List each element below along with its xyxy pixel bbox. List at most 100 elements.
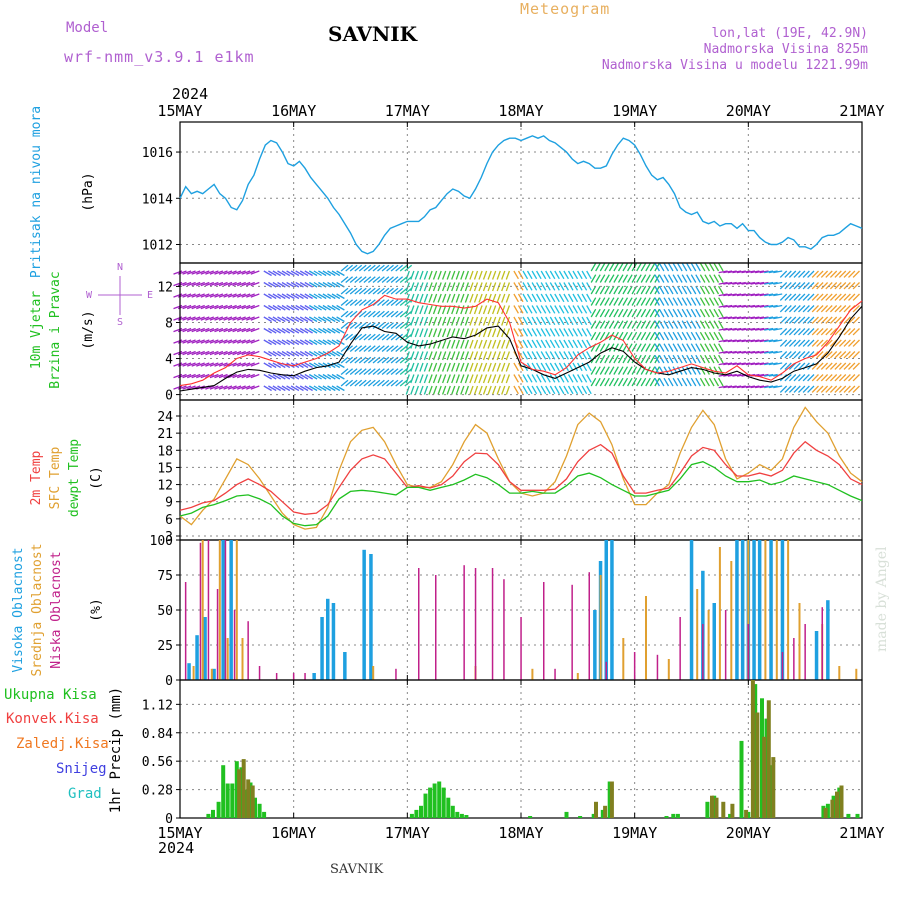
wind-arrow (268, 304, 277, 311)
wind-arrow (590, 274, 597, 283)
wind-arrow (399, 310, 408, 318)
wind-arrow (848, 282, 856, 290)
y-tick-label: 25 (157, 639, 173, 654)
wind-arrow (672, 354, 679, 364)
wind-arrow (386, 368, 394, 375)
wind-arrow (318, 304, 327, 311)
wind-arrow (186, 327, 196, 333)
wind-arrow (469, 282, 474, 292)
wind-arrow (723, 350, 733, 354)
wind-arrow (386, 333, 394, 341)
wind-arrow (686, 308, 692, 318)
wind-arrow (759, 304, 769, 308)
wind-arrow (419, 316, 424, 326)
wind-arrow (581, 374, 588, 383)
wind-arrow (843, 293, 851, 301)
wind-arrow (218, 270, 228, 275)
wind-arrow (788, 362, 797, 370)
wind-arrow (754, 339, 765, 343)
wind-arrow (784, 270, 792, 278)
wind-arrow (354, 379, 363, 387)
wind-arrow (784, 339, 792, 347)
precip-bar (766, 700, 771, 818)
cloud-bar-low (793, 638, 795, 680)
wind-arrow (469, 385, 474, 395)
cloud-bar-high (212, 668, 216, 680)
wind-arrow (764, 281, 774, 285)
wind-arrow (549, 339, 556, 349)
wind-arrow (263, 304, 272, 311)
wind-arrow (290, 293, 300, 300)
precip-bar (714, 797, 719, 818)
wind-arrow (464, 362, 470, 372)
wind-arrow (736, 281, 746, 285)
precip-bar (603, 805, 608, 818)
wind-arrow (246, 316, 255, 321)
wind-arrow (572, 270, 579, 280)
wind-arrow (784, 316, 792, 324)
wind-arrow (196, 362, 205, 367)
wind-arrow (345, 287, 354, 295)
wind-arrow (825, 374, 833, 382)
wind-arrow (464, 385, 470, 395)
wind-arrow (414, 374, 420, 384)
cloud-bar-high (221, 540, 225, 680)
wind-arrow (759, 270, 769, 274)
cloud-bar-low (781, 652, 784, 680)
wind-arrow (501, 351, 506, 361)
cloud-bar-high (826, 600, 830, 680)
wind-arrow (558, 316, 565, 326)
cloud-bar-high (604, 540, 608, 680)
wind-arrow (759, 316, 769, 320)
wind-arrow (764, 385, 774, 389)
wind-arrow (750, 293, 760, 297)
wind-arrow (496, 316, 501, 326)
cloud-bar-high (757, 540, 762, 680)
precip-bar (837, 787, 842, 818)
wind-arrow (478, 385, 483, 395)
wind-arrow (223, 270, 233, 275)
wind-arrow (820, 293, 829, 301)
wind-arrow (617, 320, 624, 329)
wind-arrow (599, 354, 606, 364)
cloud-bar-low (554, 668, 556, 680)
wind-arrow (451, 351, 456, 361)
wind-arrow (381, 356, 390, 364)
wind-arrow (627, 297, 633, 306)
wind-arrow (196, 281, 205, 287)
wind-arrow (331, 339, 341, 346)
precip-bar (607, 781, 612, 818)
wind-arrow (567, 374, 574, 383)
wind-arrow (750, 385, 760, 389)
wind-arrow (617, 297, 624, 306)
wind-arrow (191, 270, 201, 275)
wind-arrow (536, 305, 542, 314)
wind-arrow (718, 262, 724, 272)
wind-arrow (209, 362, 219, 367)
wind-arrow (677, 354, 683, 364)
wind-arrow (491, 270, 497, 280)
wind-arrow (250, 281, 260, 287)
wind-arrow (223, 385, 233, 390)
wind-arrow (613, 308, 619, 318)
wind-arrow (723, 270, 733, 274)
wind-arrow (636, 320, 642, 329)
wind-arrow (802, 385, 810, 393)
wind-arrow (825, 328, 833, 336)
wind-arrow (460, 351, 465, 361)
wind-arrow (186, 281, 196, 287)
wind-arrow (727, 362, 737, 366)
wind-arrow (491, 282, 497, 292)
wind-arrow (636, 262, 642, 272)
wind-arrow (377, 322, 385, 329)
cloud-bar-mid (747, 540, 750, 680)
wind-arrow (690, 262, 697, 272)
wind-arrow (577, 374, 583, 383)
wind-arrow (263, 316, 272, 323)
wind-arrow (517, 305, 524, 314)
x-tick-label-bottom: 19MAY (612, 824, 657, 842)
wind-arrow (595, 331, 601, 341)
precip-bar (446, 797, 451, 818)
lonlat-label: lon,lat (19E, 42.9N) (711, 26, 868, 41)
wind-arrow (627, 262, 633, 272)
